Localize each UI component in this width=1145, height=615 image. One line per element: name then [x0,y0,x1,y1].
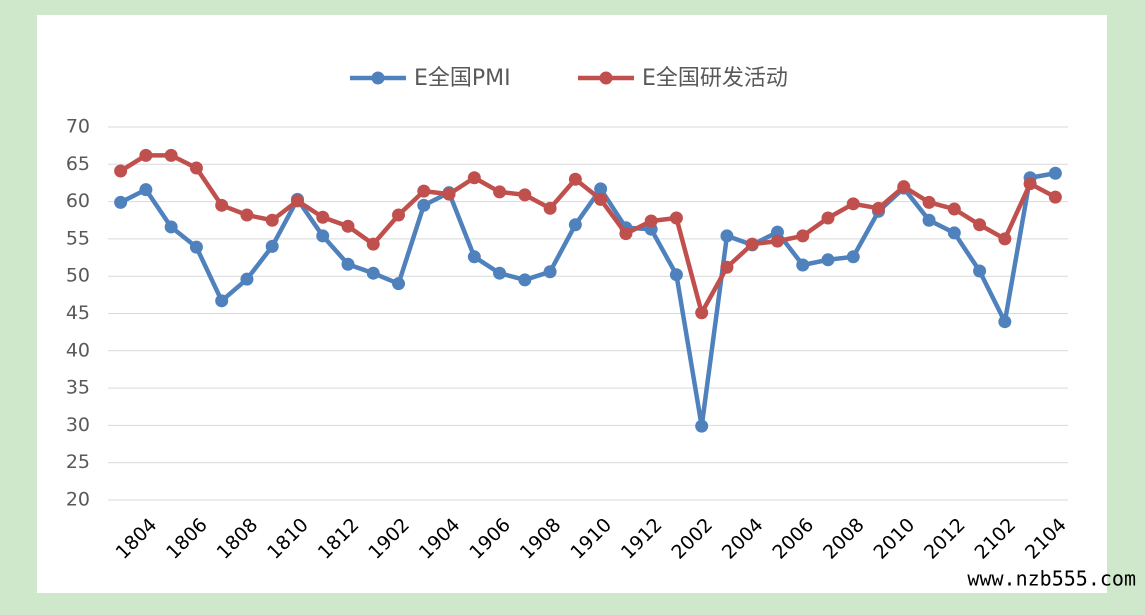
data-point [897,180,911,194]
data-point [467,250,481,264]
data-point [669,268,683,282]
data-point [947,202,961,216]
data-point [366,237,380,251]
y-tick-label: 30 [66,414,90,436]
data-point [594,192,608,206]
y-tick-label: 45 [66,302,90,324]
data-point [1048,166,1062,180]
data-point [796,229,810,243]
y-tick-label: 70 [66,116,90,138]
data-point [392,277,406,291]
data-point [1048,190,1062,204]
data-point [417,184,431,198]
data-point [922,195,936,209]
y-tick-label: 35 [66,377,90,399]
y-tick-label: 40 [66,339,90,361]
data-point [518,273,532,287]
y-tick-label: 25 [66,451,90,473]
data-point [164,220,178,234]
legend-label: E全国研发活动 [642,66,788,91]
data-point [922,213,936,227]
data-point [114,195,128,209]
data-point [417,198,431,212]
y-tick-label: 55 [66,227,90,249]
data-point [770,234,784,248]
data-point [341,219,355,233]
data-point [1023,177,1037,191]
data-point [568,172,582,186]
data-point [290,194,304,208]
data-point [745,237,759,251]
data-point [846,250,860,264]
data-point [947,226,961,240]
data-point [846,197,860,211]
data-point [973,218,987,232]
data-point [973,264,987,278]
data-point [998,232,1012,246]
data-point [695,419,709,433]
data-point [594,182,608,196]
data-point [341,257,355,271]
data-point [720,229,734,243]
data-point [240,208,254,222]
data-point [366,266,380,280]
data-point [164,148,178,162]
data-point [189,161,203,175]
data-point [139,148,153,162]
legend-marker [371,71,385,85]
data-point [442,187,456,201]
chart-panel [37,15,1107,593]
legend-label: E全国PMI [414,66,511,91]
data-point [619,227,633,241]
data-point [998,315,1012,329]
data-point [139,183,153,197]
watermark: www.nzb555.com [967,567,1136,591]
data-point [695,306,709,320]
legend-marker [599,71,613,85]
data-point [821,253,835,267]
data-point [493,185,507,199]
data-point [518,188,532,202]
data-point [644,214,658,228]
data-point [872,201,886,215]
data-point [720,260,734,274]
y-tick-label: 65 [66,153,90,175]
data-point [215,294,229,308]
data-point [669,211,683,225]
data-point [543,201,557,215]
data-point [189,240,203,254]
y-tick-label: 20 [66,489,90,511]
data-point [467,171,481,185]
data-point [821,211,835,225]
data-point [316,210,330,224]
data-point [316,229,330,243]
data-point [796,258,810,272]
data-point [265,239,279,253]
data-point [265,213,279,227]
data-point [240,272,254,286]
data-point [493,266,507,280]
data-point [215,198,229,212]
data-point [543,265,557,279]
data-point [568,218,582,232]
y-tick-label: 50 [66,265,90,287]
y-tick-label: 60 [66,190,90,212]
data-point [114,164,128,178]
data-point [770,225,784,239]
data-point [392,208,406,222]
